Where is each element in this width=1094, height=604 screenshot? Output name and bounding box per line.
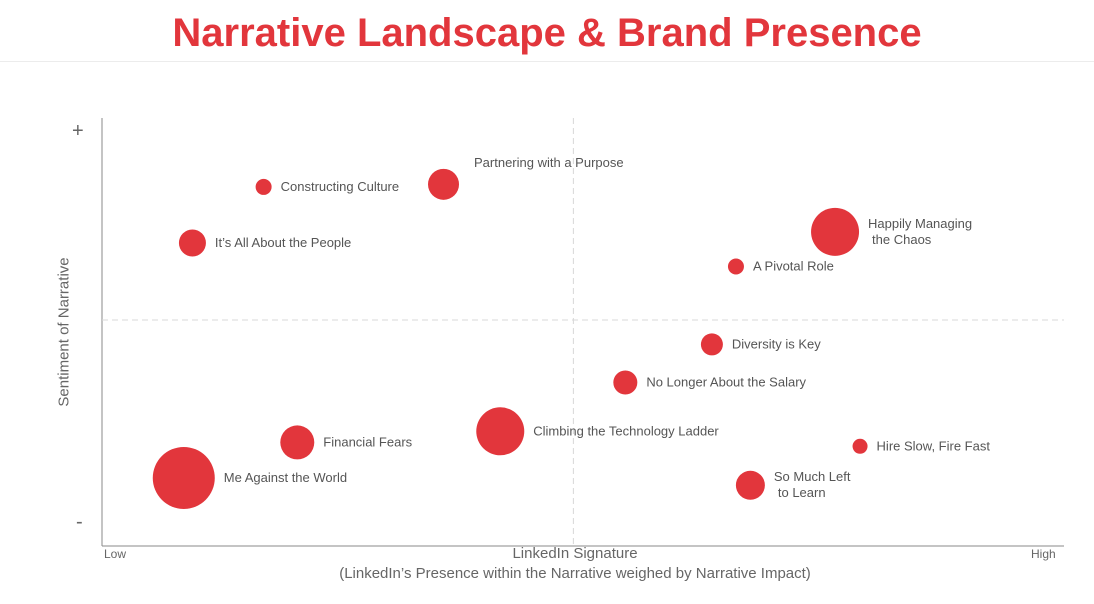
bubble-point (255, 178, 272, 195)
bubble-label: Diversity is Key (732, 336, 821, 351)
bubble-label: Happily Managing the Chaos (868, 216, 972, 247)
bubble-point (178, 229, 206, 257)
bubble-point (852, 438, 868, 454)
x-axis-subtitle: (LinkedIn’s Presence within the Narrativ… (339, 565, 811, 582)
x-axis-low-tick: Low (104, 547, 127, 561)
y-axis-high-marker: + (72, 120, 84, 142)
bubble-labels: Partnering with a Purpose Constructing Cu… (215, 155, 990, 500)
y-axis-title: Sentiment of Narrative (55, 257, 73, 407)
bubble-label: Financial Fears (323, 434, 412, 449)
x-axis-high-tick: High (1031, 547, 1056, 561)
bubble-point (735, 470, 765, 500)
quadrant-lines (102, 118, 1064, 546)
bubble-label: Partnering with a Purpose (474, 155, 624, 170)
bubble-series (152, 168, 868, 509)
bubble-label: So Much Left to Learn (774, 469, 851, 500)
bubble-point (613, 370, 638, 395)
bubble-label: No Longer About the Salary (646, 375, 806, 390)
bubble-point (476, 407, 525, 456)
bubble-point (280, 425, 315, 460)
chart-frame (101, 118, 1064, 547)
bubble-point (727, 258, 744, 275)
bubble-label: It’s All About the People (215, 235, 351, 250)
bubble-point (811, 207, 860, 256)
title-divider (0, 61, 1094, 62)
bubble-label: Me Against the World (224, 470, 347, 485)
bubble-point (428, 168, 460, 200)
y-axis-low-marker: - (76, 511, 83, 533)
bubble-label: A Pivotal Role (753, 259, 834, 274)
page-title: Narrative Landscape & Brand Presence (172, 11, 922, 55)
bubble-label: Hire Slow, Fire Fast (877, 438, 991, 453)
bubble-label: Climbing the Technology Ladder (533, 423, 719, 438)
bubble-point (152, 446, 215, 509)
bubble-label: Constructing Culture (281, 179, 400, 194)
bubble-point (700, 333, 723, 356)
x-axis-title: LinkedIn Signature (512, 545, 638, 562)
